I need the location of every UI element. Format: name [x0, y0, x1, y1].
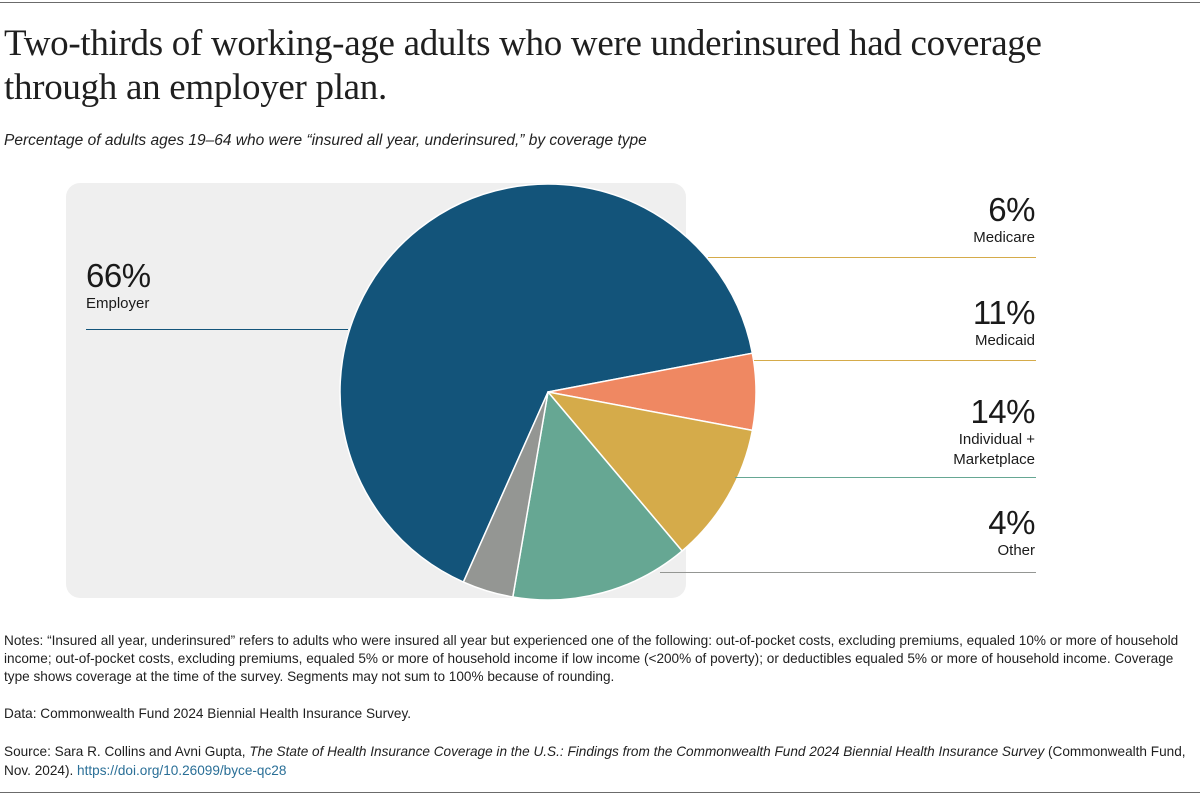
pct-other: 4% [988, 504, 1035, 541]
cat-other: Other [997, 542, 1035, 559]
notes-text: Notes: “Insured all year, underinsured” … [4, 633, 1179, 684]
cat-medicare: Medicare [973, 229, 1035, 246]
pct-individual: 14% [970, 393, 1035, 430]
pie-slice-individual-marketplace [512, 391, 683, 601]
pct-medicare: 6% [988, 191, 1035, 228]
bottom-rule [0, 792, 1200, 793]
label-individual: 14% Individual + Marketplace [836, 394, 1035, 470]
data-line: Data: Commonwealth Fund 2024 Biennial He… [4, 706, 412, 721]
label-medicaid: 11% Medicaid [836, 294, 1036, 351]
pie-slice-medicaid [547, 391, 754, 552]
label-medicare: 6% Medicare [836, 192, 1035, 248]
cat-employer: Employer [86, 295, 150, 312]
leader-employer [86, 329, 348, 330]
cat-medicaid: Medicaid [974, 332, 1035, 349]
cat-individual-line1: Individual + [958, 431, 1035, 448]
leader-individual [735, 477, 1036, 478]
top-rule [0, 2, 1200, 3]
label-other: 4% Other [836, 505, 1035, 561]
source-prefix: Source: Sara R. Collins and Avni Gupta, [4, 744, 250, 759]
leader-other [660, 572, 1036, 573]
source-text: Source: Sara R. Collins and Avni Gupta, … [4, 742, 1194, 780]
pie-slice-other [462, 391, 549, 598]
label-employer: 66% Employer [86, 258, 151, 314]
source-suffix: (Commonwealth Fund, Nov. 2024). [4, 744, 1186, 778]
leader-medicaid [754, 360, 1036, 361]
leader-medicare [708, 257, 1036, 258]
chart-subtitle: Percentage of adults ages 19–64 who were… [4, 132, 647, 149]
pct-medicaid: 11% [972, 294, 1036, 331]
cat-individual-line2: Marketplace [953, 451, 1035, 468]
pct-employer: 66% [86, 257, 151, 294]
source-link[interactable]: https://doi.org/10.26099/byce-qc28 [77, 763, 287, 778]
pie-slice-employer [339, 183, 754, 583]
source-title: The State of Health Insurance Coverage i… [249, 744, 1045, 759]
chart-title: Two-thirds of working-age adults who wer… [4, 23, 1042, 108]
